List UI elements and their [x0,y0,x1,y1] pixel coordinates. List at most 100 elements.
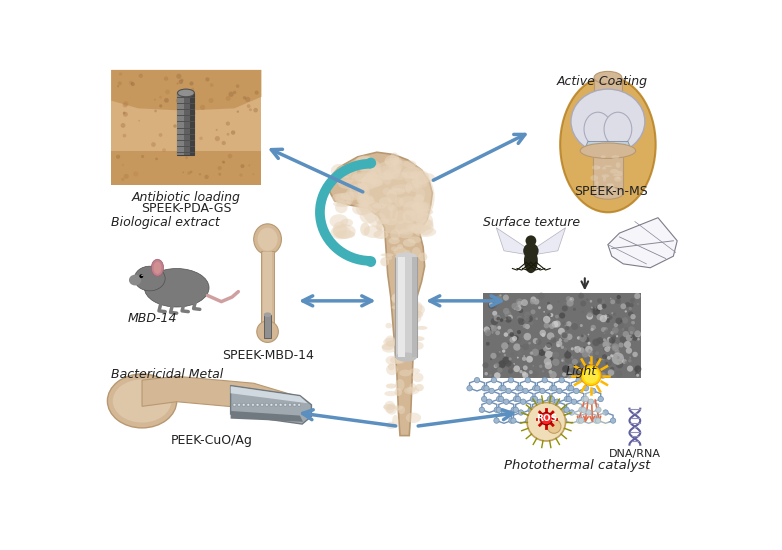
Ellipse shape [393,157,403,173]
Circle shape [493,364,497,368]
Circle shape [522,323,528,328]
Ellipse shape [403,210,417,223]
Ellipse shape [357,196,375,205]
Circle shape [587,342,590,345]
Circle shape [526,235,536,246]
Circle shape [490,325,497,332]
Ellipse shape [407,224,419,231]
Circle shape [555,315,559,318]
Bar [412,257,417,357]
Ellipse shape [389,164,401,174]
Circle shape [523,320,526,323]
Circle shape [556,344,560,347]
Circle shape [590,306,594,310]
Circle shape [518,318,525,325]
Circle shape [626,334,633,342]
Circle shape [637,369,640,371]
Circle shape [530,299,536,304]
Circle shape [513,335,518,341]
Circle shape [589,351,591,354]
Circle shape [493,315,500,322]
Circle shape [545,350,553,358]
Circle shape [561,336,565,340]
Circle shape [526,377,530,383]
Circle shape [605,362,608,364]
Text: Photothermal catalyst: Photothermal catalyst [504,459,651,472]
Circle shape [500,318,503,321]
Circle shape [521,299,528,306]
Ellipse shape [396,278,406,288]
Circle shape [565,373,569,377]
Circle shape [164,98,169,103]
Circle shape [216,129,217,131]
Circle shape [609,337,615,344]
Circle shape [612,343,619,351]
Circle shape [566,386,572,391]
Ellipse shape [364,174,385,184]
Circle shape [581,407,586,412]
Circle shape [497,317,500,321]
Ellipse shape [382,344,396,353]
Circle shape [116,155,120,159]
Circle shape [528,418,533,424]
Ellipse shape [404,250,411,260]
Circle shape [485,329,491,336]
Circle shape [634,293,640,299]
Circle shape [517,356,518,359]
Circle shape [630,356,632,358]
Ellipse shape [371,179,383,186]
Circle shape [598,397,604,402]
Text: Active Coating: Active Coating [557,75,648,88]
Circle shape [626,348,632,354]
Circle shape [612,353,624,365]
Circle shape [604,315,609,319]
Circle shape [253,173,254,175]
Ellipse shape [381,254,393,256]
Circle shape [589,349,591,351]
Circle shape [274,403,278,406]
Circle shape [188,172,191,175]
Circle shape [566,321,572,327]
Ellipse shape [393,405,404,410]
Ellipse shape [356,204,368,215]
Ellipse shape [361,201,369,207]
Circle shape [590,388,596,394]
Ellipse shape [350,184,370,199]
Ellipse shape [414,227,436,237]
Circle shape [595,351,599,355]
Circle shape [522,372,529,378]
Ellipse shape [178,89,195,97]
Circle shape [571,347,574,350]
Circle shape [294,404,296,405]
Circle shape [616,361,623,369]
Ellipse shape [382,343,394,350]
Ellipse shape [410,311,423,318]
Circle shape [549,397,554,402]
Circle shape [524,312,530,318]
Circle shape [634,367,639,372]
Ellipse shape [399,196,418,207]
Circle shape [223,161,225,163]
Circle shape [616,295,621,299]
Circle shape [579,418,584,424]
Ellipse shape [410,257,417,262]
Circle shape [620,320,623,323]
Circle shape [615,349,619,354]
Circle shape [492,311,497,316]
Ellipse shape [359,204,368,212]
Circle shape [615,317,622,324]
Circle shape [576,366,579,368]
Circle shape [562,365,569,373]
Circle shape [178,80,183,84]
Circle shape [554,399,560,404]
Circle shape [580,362,588,370]
Circle shape [562,372,567,377]
Ellipse shape [604,112,632,146]
Circle shape [209,98,213,103]
Circle shape [634,365,641,372]
Text: SPEEK-PDA-GS: SPEEK-PDA-GS [141,201,231,214]
Circle shape [630,331,633,334]
Bar [593,151,623,193]
Circle shape [594,355,599,360]
Circle shape [365,158,376,168]
